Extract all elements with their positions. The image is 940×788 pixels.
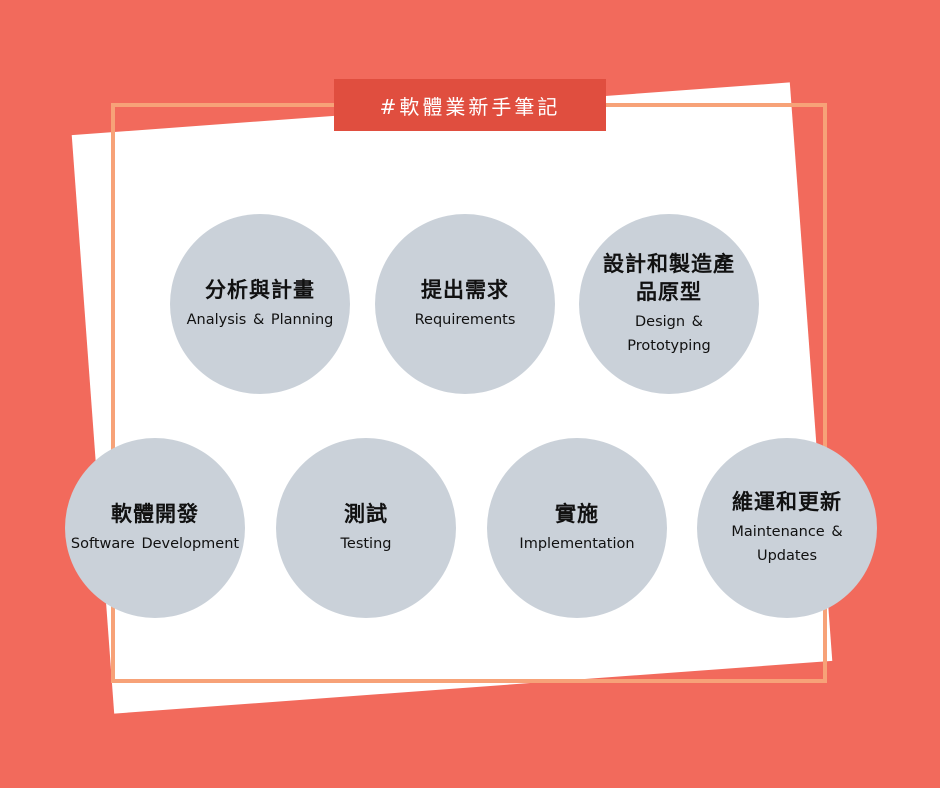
step-title-zh: 測試 [344,502,388,526]
step-title-zh: 軟體開發 [111,502,199,526]
step-title-zh: 設計和製造產品原型 [603,252,735,304]
step-title-zh: 實施 [555,502,599,526]
step-implementation: 實施 Implementation [487,438,667,618]
step-title-zh: 提出需求 [421,278,509,302]
title-tag: #軟體業新手筆記 [334,79,606,131]
step-design-prototyping: 設計和製造產品原型 Design & Prototyping [579,214,759,394]
step-testing: 測試 Testing [276,438,456,618]
step-analysis-planning: 分析與計畫 Analysis & Planning [170,214,350,394]
step-title-en: Analysis & Planning [186,312,334,328]
step-title-en: Software Development [70,536,240,552]
step-title-zh: 維運和更新 [732,490,842,514]
step-title-en: Design & Prototyping [627,314,711,354]
step-software-development: 軟體開發 Software Development [65,438,245,618]
step-maintenance-updates: 維運和更新 Maintenance & Updates [697,438,877,618]
step-title-en: Implementation [519,536,635,552]
step-requirements: 提出需求 Requirements [375,214,555,394]
step-title-zh: 分析與計畫 [205,278,315,302]
step-title-en: Testing [340,536,392,552]
step-title-en: Requirements [414,312,516,328]
step-title-en: Maintenance & Updates [731,524,843,564]
